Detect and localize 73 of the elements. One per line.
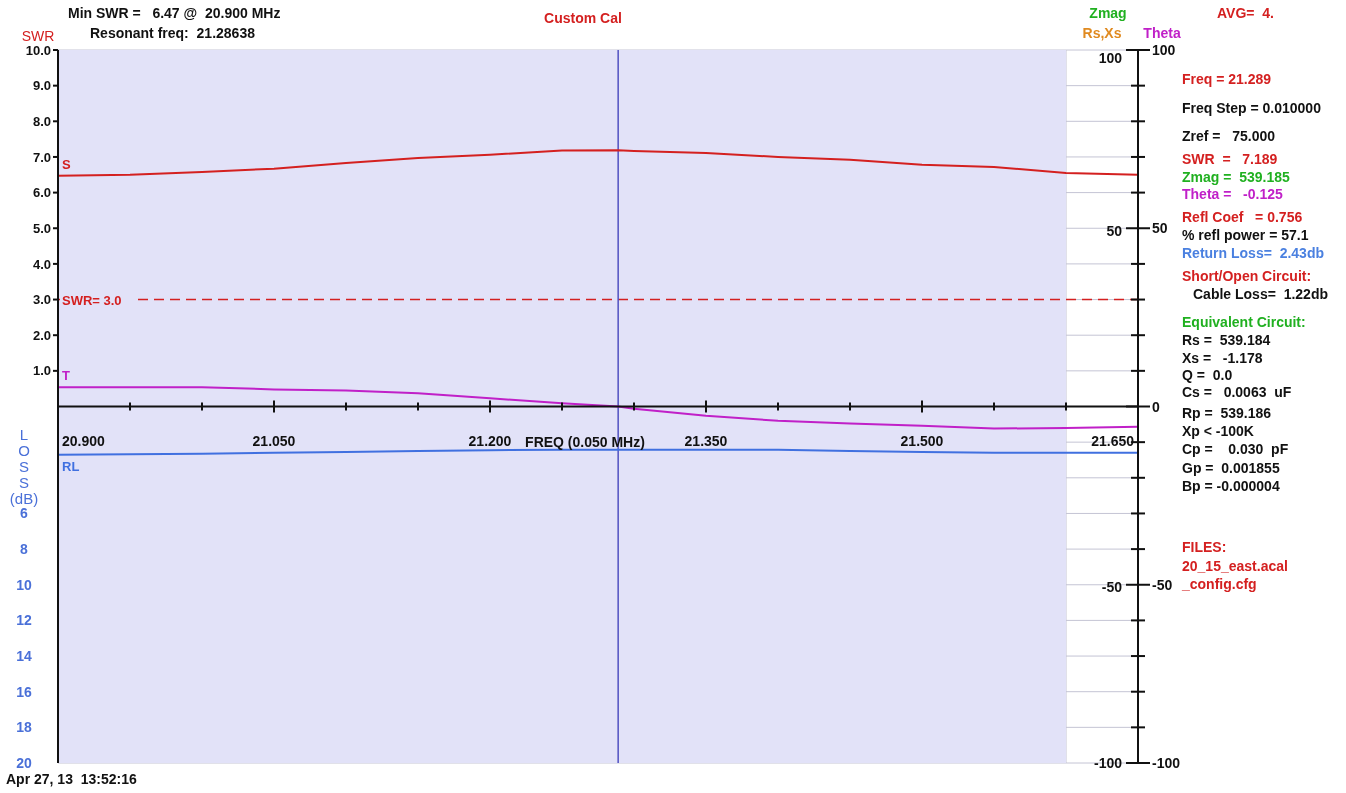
text: Resonant freq: 21.28638: [90, 25, 256, 41]
y3-tick-label: -100: [1152, 755, 1181, 771]
y-tick-label: 2.0: [32, 327, 51, 343]
y2-tick-label: 16: [16, 683, 32, 700]
y2-tick-label: 18: [16, 719, 32, 736]
x-tick-label: 21.200: [468, 432, 512, 449]
y-tick-label: 3.0: [32, 292, 51, 308]
y-tick-label: 4.0: [32, 256, 51, 272]
text: Rp = 539.186: [1182, 405, 1272, 421]
y3-tick-label: 50: [1152, 220, 1168, 237]
y2-tick-label: 6: [20, 505, 29, 522]
y-tick-label: 5.0: [32, 220, 51, 236]
x-tick-label: 21.650: [1091, 432, 1135, 449]
y-tick-label: 10.0: [25, 42, 51, 58]
y-tick-label: 7.0: [32, 149, 51, 165]
y2-tick-label: 10: [16, 576, 32, 593]
text: Refl Coef = 0.756: [1182, 209, 1303, 225]
y-tick-label: 6.0: [32, 185, 51, 201]
text: Equivalent Circuit:: [1182, 314, 1306, 330]
text: Theta: [1143, 25, 1181, 41]
y3-tick-label: -50: [1152, 576, 1173, 593]
line-series: [58, 149, 1138, 177]
text: AVG= 4.: [1217, 5, 1274, 21]
y-tick-label: 1.0: [32, 363, 51, 379]
text: _config.cfg: [1181, 576, 1257, 592]
x-tick-label: 21.500: [900, 432, 944, 449]
text: Freq = 21.289: [1182, 71, 1272, 87]
text: Freq Step = 0.010000: [1182, 100, 1322, 116]
text: Return Loss= 2.43db: [1182, 245, 1324, 261]
y2-tick-label: 12: [16, 612, 32, 629]
chart-title: Custom Cal: [544, 10, 622, 26]
series-label: T: [62, 368, 70, 384]
text: FILES:: [1182, 539, 1227, 555]
x-tick-label: 21.350: [684, 432, 728, 449]
text: Bp = -0.000004: [1182, 478, 1280, 494]
text: Apr 27, 13 13:52:16: [6, 771, 137, 787]
text: Theta = -0.125: [1182, 186, 1283, 202]
text: Cp = 0.030 pF: [1182, 441, 1289, 457]
text: Xs = -1.178: [1182, 350, 1263, 366]
text: Min SWR = 6.47 @ 20.900 MHz: [68, 5, 281, 21]
annotation: 50: [1106, 223, 1123, 239]
text: Gp = 0.001855: [1182, 460, 1280, 476]
text: Rs = 539.184: [1182, 332, 1271, 348]
text: % refl power = 57.1: [1182, 227, 1309, 243]
text: Zmag: [1089, 5, 1127, 21]
x-tick-label: 21.050: [252, 432, 296, 449]
y2-tick-label: 8: [20, 541, 29, 558]
x-tick-label: 20.900: [62, 432, 106, 449]
text: 20_15_east.acal: [1182, 558, 1288, 574]
text: Short/Open Circuit:: [1182, 268, 1312, 284]
y3-tick-label: 0: [1152, 398, 1160, 415]
text: Cs = 0.0063 uF: [1182, 384, 1292, 400]
annotation: -50: [1101, 579, 1123, 595]
y-tick-label: 9.0: [32, 78, 51, 94]
y-axis-title: SWR: [21, 28, 55, 44]
text: Xp < -100K: [1182, 423, 1254, 439]
series-label: RL: [62, 458, 80, 474]
y2-tick-label: 14: [16, 648, 32, 665]
text: Zref = 75.000: [1182, 128, 1276, 144]
series-label: S: [62, 156, 71, 172]
text: Zmag = 539.185: [1182, 169, 1290, 185]
annotation: -100: [1093, 755, 1123, 771]
y-tick-label: 8.0: [32, 113, 51, 129]
text: Rs,Xs: [1082, 25, 1122, 41]
y2-tick-label: 20: [16, 755, 32, 771]
annotation: 100: [1098, 50, 1123, 66]
ref-line-label: SWR= 3.0: [62, 292, 122, 308]
y3-tick-label: 100: [1152, 42, 1176, 58]
y2-axis-title: LOSS (dB): [9, 426, 39, 507]
text: Q = 0.0: [1182, 367, 1233, 383]
text: Cable Loss= 1.22db: [1193, 286, 1328, 302]
text: SWR = 7.189: [1182, 151, 1278, 167]
line-series: [58, 386, 1138, 430]
